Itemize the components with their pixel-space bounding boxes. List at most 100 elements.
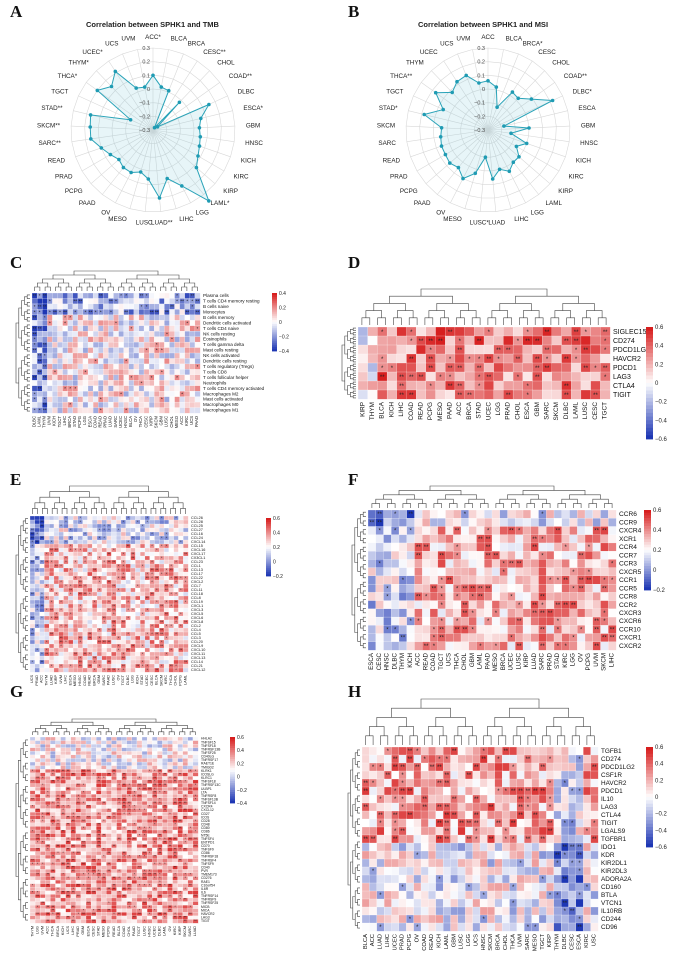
hm-c-cell — [103, 385, 109, 392]
hm-g-cell — [80, 758, 87, 763]
hm-g-cell — [141, 747, 148, 752]
hm-c-cell — [159, 292, 165, 299]
hm-d-cell — [386, 335, 398, 346]
hm-e-cell — [44, 519, 50, 525]
radar-b-point-ucec — [455, 79, 459, 84]
hm-c-cell — [36, 374, 43, 381]
hm-e-significance-mark: ** — [165, 584, 168, 588]
hm-f-significance-mark: ** — [563, 603, 568, 609]
hm-e-cell — [125, 623, 131, 629]
hm-f-significance-mark: * — [611, 562, 614, 568]
hm-e-dendrogram-branch — [111, 508, 117, 514]
hm-d-significance-mark: * — [459, 339, 462, 345]
hm-f-cell — [429, 551, 439, 560]
hm-f-cell — [538, 559, 547, 569]
hm-e-significance-mark: * — [32, 628, 34, 632]
hm-c-cell — [98, 363, 104, 370]
radar-b-spoke — [437, 129, 489, 195]
hm-e-cell — [77, 555, 84, 561]
hm-c-cell — [87, 391, 94, 398]
hm-g-cell — [111, 801, 117, 806]
hm-c-cell — [92, 320, 99, 327]
hm-d-cell — [416, 362, 427, 373]
hm-e-cell — [135, 607, 141, 613]
hm-e-significance-mark: * — [147, 572, 149, 576]
hm-f-cell — [406, 592, 415, 602]
hm-f-cell — [553, 592, 563, 602]
hm-c-legend-swatch — [272, 314, 277, 317]
hm-f-dendrogram-branch — [362, 546, 366, 552]
hm-g-cell — [131, 769, 138, 774]
hm-e-cell — [72, 551, 79, 557]
radar-a-tick-label: 0.1 — [142, 73, 150, 79]
hm-g-significance-mark: * — [129, 794, 131, 798]
hm-c-legend-swatch — [272, 331, 277, 334]
hm-f-legend-swatch — [644, 574, 651, 578]
hm-c-cell — [154, 369, 160, 376]
hm-d-dendrogram-branch — [534, 317, 544, 325]
hm-g-cell — [116, 765, 123, 770]
hm-e-cell — [183, 647, 189, 653]
hm-c-cell — [72, 336, 79, 343]
hm-e-significance-mark: * — [46, 584, 48, 588]
hm-f-cell — [553, 509, 563, 519]
hm-d-significance-mark: ** — [535, 375, 540, 381]
hm-e-cell — [44, 655, 50, 661]
hm-c-cell — [123, 363, 130, 370]
hm-g-significance-mark: * — [83, 801, 85, 805]
hm-f-cell — [569, 616, 578, 626]
hm-f-cell — [561, 567, 570, 577]
hm-c-cell — [82, 320, 89, 327]
hm-f-dendrogram-branch — [418, 503, 427, 508]
hm-g-cell — [167, 754, 173, 759]
hm-c-cell — [103, 341, 109, 348]
hm-c-row-label: T cells CD4 naive — [203, 326, 239, 331]
hm-e-significance-mark: * — [166, 600, 168, 604]
hm-g-cell — [121, 786, 128, 792]
radar-b-spoke — [406, 125, 489, 131]
hm-g-cell — [45, 751, 51, 756]
hm-c-cell — [87, 347, 94, 354]
hm-e-significance-mark: * — [132, 608, 134, 612]
hm-f-cell — [391, 534, 400, 544]
hm-d-cell — [357, 371, 369, 382]
hm-g-cell — [152, 740, 158, 745]
hm-d-legend-swatch — [646, 375, 653, 380]
hm-c-legend-swatch — [272, 335, 277, 338]
radar-a-spoke — [73, 110, 154, 131]
radar-b-point-paad — [456, 165, 461, 170]
hm-g-significance-mark: ** — [184, 801, 187, 805]
radar-a-axis-label: GBM — [246, 123, 260, 130]
hm-e-significance-mark: ** — [112, 604, 115, 608]
hm-c-cell — [82, 385, 89, 392]
hm-c-significance-mark: * — [34, 391, 36, 397]
radar-b-axis-label: LIHC — [514, 216, 529, 223]
hm-e-cell — [96, 607, 103, 613]
hm-e-significance-mark: ** — [108, 552, 111, 556]
hm-e-significance-mark: * — [75, 576, 77, 580]
hm-g-cell — [187, 747, 194, 752]
hm-c-cell — [82, 374, 89, 381]
hm-c-dendrogram-branch — [26, 317, 30, 322]
hm-c-cell — [98, 352, 104, 359]
hm-e-cell — [135, 667, 141, 673]
hm-g-cell — [182, 765, 189, 770]
hm-f-col-label: OV — [577, 652, 584, 662]
hm-g-significance-mark: ** — [159, 783, 162, 787]
hm-f-cell — [367, 625, 377, 634]
hm-e-cell — [135, 591, 141, 597]
hm-f-significance-mark: * — [580, 627, 583, 633]
hm-d-legend-label: −0.4 — [655, 418, 668, 424]
hm-f-cell — [429, 592, 439, 602]
hm-g-cell — [106, 747, 112, 752]
hm-e-cell — [178, 567, 184, 573]
hm-c-cell — [47, 385, 53, 392]
hm-g-dendrogram-branch — [105, 731, 112, 735]
hm-e-significance-mark: * — [132, 576, 134, 580]
hm-f-significance-mark: * — [572, 570, 575, 576]
hm-g-cell — [90, 758, 97, 763]
hm-f-cell — [584, 633, 594, 643]
hm-f-cell — [468, 575, 477, 585]
hm-f-cell — [468, 633, 477, 643]
hm-c-cell — [174, 396, 181, 403]
